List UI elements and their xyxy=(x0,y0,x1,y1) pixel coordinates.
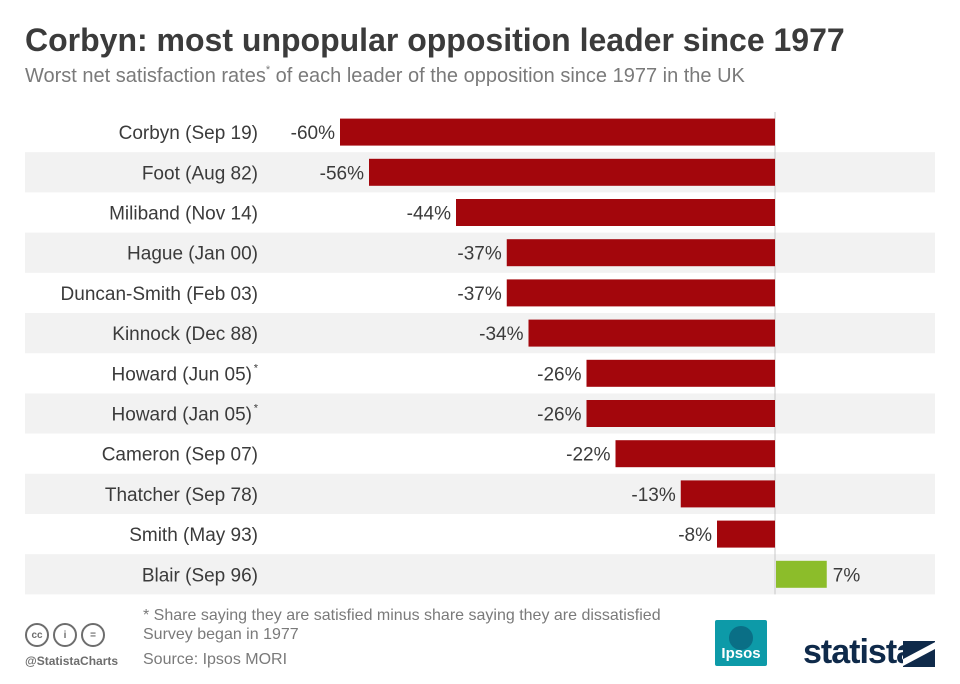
category-label: Hague (Jan 00) xyxy=(127,244,258,265)
category-label: Howard (Jun 05) xyxy=(112,364,252,385)
statista-logo[interactable]: statista xyxy=(803,633,915,671)
bar xyxy=(586,400,775,427)
category-label: Howard (Jan 05) xyxy=(112,405,252,426)
license-icons: cc i = xyxy=(25,623,105,647)
bar xyxy=(369,158,775,186)
category-label: Blair (Sep 96) xyxy=(142,565,258,586)
category-label: Thatcher (Sep 78) xyxy=(105,485,258,506)
ipsos-logo-text: Ipsos xyxy=(721,645,761,662)
footnote-survey-start: Survey began in 1977 xyxy=(143,626,299,643)
data-label: -56% xyxy=(320,163,364,184)
bar xyxy=(586,359,775,387)
chart-title: Corbyn: most unpopular opposition leader… xyxy=(25,22,845,58)
category-label: Foot (Aug 82) xyxy=(142,163,258,184)
data-label: -60% xyxy=(291,123,335,144)
footnote-definition: * Share saying they are satisfied minus … xyxy=(143,607,661,624)
bar xyxy=(456,199,775,226)
statista-logo-icon xyxy=(903,641,935,667)
bar xyxy=(340,118,775,146)
bar xyxy=(615,440,775,468)
row-stripe xyxy=(25,393,935,434)
ipsos-logo: Ipsos xyxy=(715,620,767,666)
category-footnote-mark: * xyxy=(254,403,259,415)
data-label: -44% xyxy=(407,204,451,225)
subtitle-footnote-mark: * xyxy=(265,64,271,76)
bar xyxy=(506,279,775,307)
data-label: -26% xyxy=(537,405,581,426)
category-label: Kinnock (Dec 88) xyxy=(112,324,258,345)
category-footnote-mark: * xyxy=(254,362,259,374)
statista-handle: @StatistaCharts xyxy=(25,654,119,668)
bar-chart: Corbyn (Sep 19) -60% Foot (Aug 82) -56% Mili… xyxy=(25,112,935,595)
category-label: Smith (May 93) xyxy=(129,525,258,546)
bar xyxy=(528,319,775,347)
row-stripe xyxy=(25,473,935,514)
data-label: 7% xyxy=(833,565,861,586)
row-stripe xyxy=(25,232,935,273)
data-label: -13% xyxy=(631,485,675,506)
data-label: -8% xyxy=(678,525,712,546)
category-label: Corbyn (Sep 19) xyxy=(119,123,258,144)
row-stripe xyxy=(25,313,935,354)
data-label: -34% xyxy=(479,324,523,345)
data-label: -37% xyxy=(457,244,501,265)
no-derivatives-icon[interactable]: = xyxy=(81,623,105,647)
attribution-icon[interactable]: i xyxy=(53,623,77,647)
data-label: -22% xyxy=(566,445,610,466)
category-label: Cameron (Sep 07) xyxy=(102,445,258,466)
cc-icon[interactable]: cc xyxy=(25,623,49,647)
bar xyxy=(717,520,775,548)
subtitle-rest: of each leader of the opposition since 1… xyxy=(270,65,745,87)
category-label: Duncan-Smith (Feb 03) xyxy=(61,284,258,305)
footnote: * Share saying they are satisfied minus … xyxy=(143,606,661,644)
ipsos-logo-mark xyxy=(729,626,753,650)
source-note: Source: Ipsos MORI xyxy=(143,651,288,668)
data-label: -37% xyxy=(457,284,501,305)
subtitle-main: Worst net satisfaction rates xyxy=(25,65,266,87)
chart-subtitle: Worst net satisfaction rates* of each le… xyxy=(25,64,745,88)
bar xyxy=(680,480,775,508)
bar xyxy=(776,560,827,588)
category-label: Miliband (Nov 14) xyxy=(109,204,258,225)
bar xyxy=(506,239,775,267)
data-label: -26% xyxy=(537,364,581,385)
